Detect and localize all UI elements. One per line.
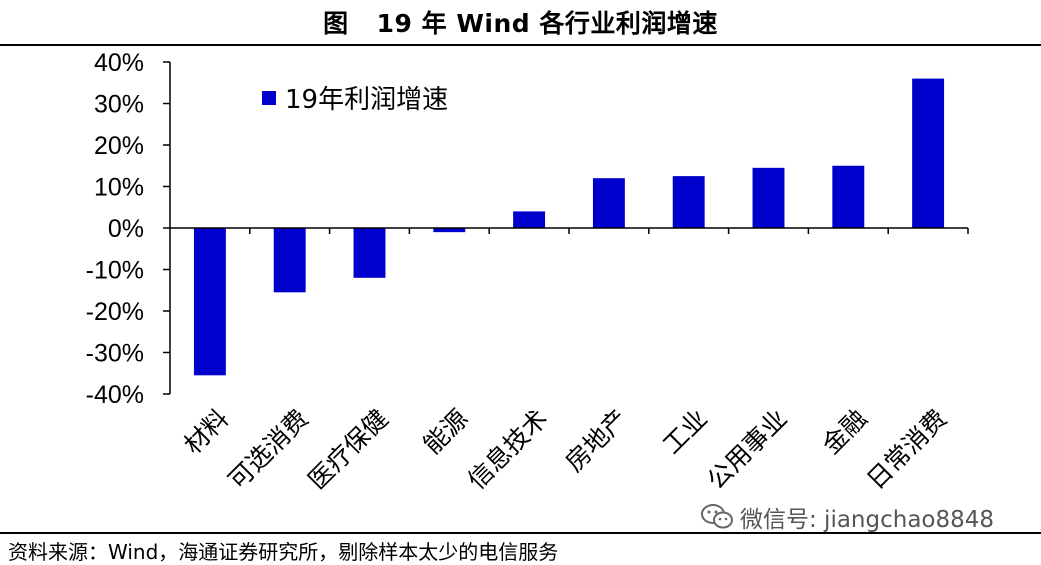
watermark-text: 微信号: jiangchao8848 bbox=[740, 507, 995, 533]
y-tick-label: 0% bbox=[108, 215, 144, 243]
x-tick-label: 能源 bbox=[418, 404, 474, 460]
y-tick-label: 30% bbox=[94, 91, 144, 119]
x-tick-label: 可选消费 bbox=[223, 404, 314, 495]
y-tick-label: 40% bbox=[94, 49, 144, 77]
figure-prefix: 图 bbox=[323, 9, 349, 38]
bar-chart: -40% -30% -20% -10% 0% 10% 20% 30% 40% 材料可选消费医疗保… bbox=[86, 49, 969, 495]
x-tick-label: 日常消费 bbox=[861, 404, 952, 495]
x-tick-label: 房地产 bbox=[560, 404, 634, 478]
bar bbox=[433, 228, 466, 233]
y-tick-label: -30% bbox=[86, 340, 144, 368]
top-rule bbox=[0, 44, 1041, 46]
x-tick-label: 医疗保健 bbox=[303, 404, 394, 495]
legend-label: 19年利润增速 bbox=[285, 85, 448, 115]
bar bbox=[592, 178, 625, 228]
legend: 19年利润增速 bbox=[262, 85, 448, 115]
bar bbox=[273, 228, 306, 293]
bar bbox=[752, 167, 785, 228]
wechat-icon bbox=[701, 504, 733, 529]
y-tick-label: 10% bbox=[94, 174, 144, 202]
bar bbox=[513, 211, 546, 228]
bottom-rule bbox=[0, 532, 1041, 534]
bar bbox=[832, 165, 865, 228]
x-tick-label: 材料 bbox=[178, 404, 234, 460]
y-tick-label: -20% bbox=[86, 298, 144, 326]
x-tick-label: 金融 bbox=[817, 404, 873, 460]
figure-title: 图 19 年 Wind 各行业利润增速 bbox=[0, 4, 1041, 40]
y-axis: -40% -30% -20% -10% 0% 10% 20% 30% 40% bbox=[86, 49, 171, 409]
x-tick-label: 信息技术 bbox=[462, 404, 553, 495]
source-note: 资料来源：Wind，海通证券研究所，剔除样本太少的电信服务 bbox=[8, 540, 559, 564]
y-tick-label: 20% bbox=[94, 132, 144, 160]
bar bbox=[353, 228, 386, 278]
figure-title-text: 19 年 Wind 各行业利润增速 bbox=[376, 9, 718, 38]
x-tick-label: 工业 bbox=[657, 404, 713, 460]
bar bbox=[912, 78, 945, 228]
x-tick-label: 公用事业 bbox=[702, 404, 793, 495]
legend-swatch bbox=[262, 91, 276, 105]
y-tick-label: -40% bbox=[86, 381, 144, 409]
bars bbox=[193, 78, 945, 376]
bar bbox=[193, 228, 226, 376]
bar bbox=[672, 176, 705, 228]
y-tick-label: -10% bbox=[86, 257, 144, 285]
watermark: 微信号: jiangchao8848 bbox=[700, 500, 994, 534]
